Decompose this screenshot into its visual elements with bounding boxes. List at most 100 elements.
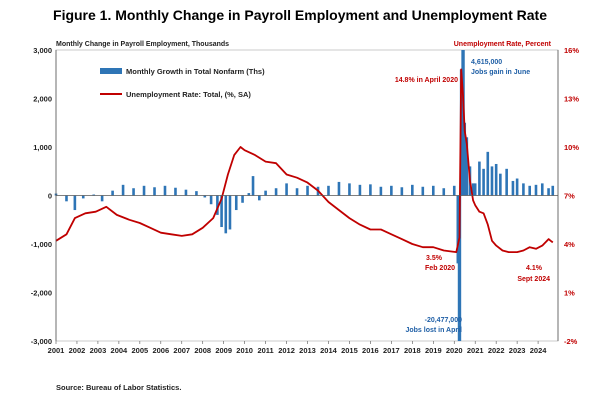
bar-18 [220,195,223,228]
right-tick-label-5: 1% [564,289,575,298]
bar-63 [522,183,525,196]
bar-24 [251,176,255,196]
bar-52 [471,183,475,196]
bar-44 [452,185,456,196]
left-axis-label: Monthly Change in Payroll Employment, Th… [56,41,229,48]
bar-68 [551,185,555,196]
x-tick-label-8: 2009 [215,346,232,355]
bar-39 [400,187,404,196]
right-tick-label-1: 13% [564,95,579,104]
x-tick-label-6: 2007 [173,346,190,355]
bar-15 [203,195,207,198]
bar-28 [285,183,288,196]
bar-38 [390,185,393,196]
bar-32 [327,185,330,196]
left-tick-label-1: 2,000 [33,95,52,104]
bar-14 [195,191,198,196]
annotation-sept-rate: 4.1% [526,265,543,272]
right-tick-label-0: 16% [564,46,579,55]
x-tick-label-21: 2022 [488,346,505,355]
x-tick-label-0: 2001 [48,346,65,355]
x-tick-label-19: 2020 [446,346,463,355]
line-series [55,68,554,253]
right-tick-label-3: 7% [564,192,575,201]
source-note: Source: Bureau of Labor Statistics. [56,383,181,392]
bar-61 [511,180,515,196]
bar-1 [65,195,68,202]
bar-46 [457,195,462,341]
bar-9 [142,185,146,196]
left-tick-label-2: 1,000 [33,143,52,152]
right-axis-label: Unemployment Rate, Percent [454,41,552,48]
bar-16 [209,195,213,205]
axes: 3,000 2,000 1,000 0 -1,000 -2,000 -3,000 16% 13%… [31,46,580,355]
bar-25 [258,195,261,201]
annotation-feb-date: Feb 2020 [425,265,455,272]
x-tick-label-11: 2012 [278,346,295,355]
bar-23 [247,193,251,196]
right-tick-label-2: 10% [564,143,579,152]
x-tick-label-4: 2005 [131,346,148,355]
x-tick-label-12: 2013 [299,346,316,355]
bar-8 [132,188,135,196]
bar-series [54,50,555,341]
bar-50 [465,137,469,196]
bar-27 [274,188,278,196]
x-tick-label-16: 2017 [383,346,400,355]
right-tick-label-4: 4% [564,240,575,249]
x-tick-label-1: 2002 [69,346,86,355]
bar-48 [461,50,465,196]
annotation-peak-rate: 14.8% in April 2020 [395,77,458,84]
x-tick-label-13: 2014 [320,346,338,355]
x-tick-label-20: 2021 [467,346,484,355]
legend-bar-swatch [100,68,122,74]
bar-29 [295,188,299,196]
x-tick-label-2: 2003 [90,346,107,355]
bar-22 [241,195,244,203]
bar-64 [528,185,532,196]
bar-65 [534,184,538,196]
bar-6 [111,190,114,196]
bar-53 [473,183,477,196]
bar-10 [153,187,156,196]
bar-37 [379,186,383,196]
x-tick-label-7: 2008 [194,346,211,355]
x-tick-label-9: 2010 [236,346,253,355]
bar-36 [369,184,372,196]
bar-13 [184,189,188,196]
bar-35 [358,184,362,196]
x-tick-label-10: 2011 [257,346,273,355]
annotation-june-gain-label: Jobs gain in June [471,69,530,76]
bar-56 [486,151,490,196]
bar-7 [121,184,125,196]
annotation-april-loss: -20,477,000 [425,317,462,324]
left-tick-label-3: 0 [48,192,52,201]
x-tick-label-3: 2004 [111,346,129,355]
annotation-june-gain: 4,615,000 [471,59,502,66]
bar-42 [431,185,435,196]
right-tick-label-6: -2% [564,337,578,346]
bar-58 [494,163,498,196]
bar-66 [540,183,544,196]
bar-67 [547,188,550,196]
bar-55 [482,168,485,196]
bar-20 [228,195,232,230]
left-tick-label-6: -3,000 [31,337,52,346]
legend-bar-label: Monthly Growth in Total Nonfarm (Ths) [126,67,265,76]
x-tick-label-15: 2016 [362,346,379,355]
bar-2 [73,195,77,211]
bar-33 [337,181,341,196]
bar-40 [411,184,414,196]
bar-30 [306,185,309,196]
bar-54 [478,161,481,196]
left-tick-label-5: -2,000 [31,289,52,298]
x-tick-label-5: 2006 [152,346,169,355]
bar-21 [234,195,238,211]
bar-41 [421,186,425,196]
legend-line-label: Unemployment Rate: Total, (%, SA) [126,90,251,99]
bar-26 [264,190,267,196]
unemployment-rate-line [55,68,554,253]
bar-17 [216,195,219,215]
bar-19 [224,195,228,234]
